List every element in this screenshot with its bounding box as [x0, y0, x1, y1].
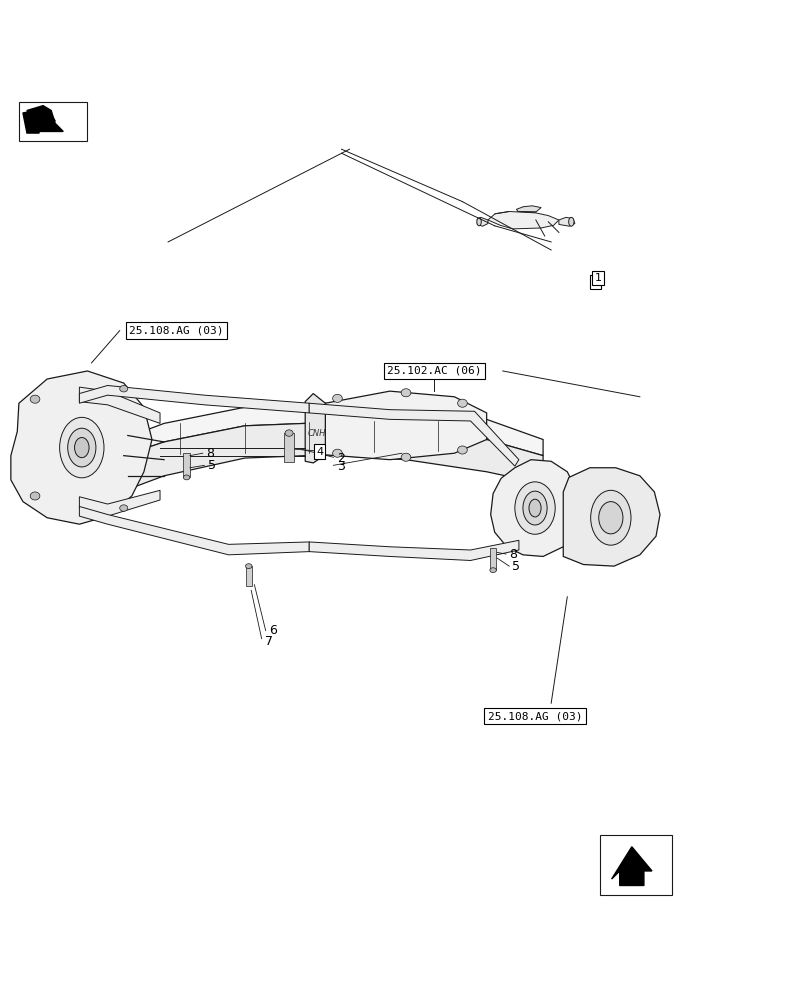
Polygon shape [100, 423, 543, 500]
Ellipse shape [119, 385, 127, 392]
Bar [245, 566, 251, 586]
Polygon shape [611, 847, 651, 885]
Ellipse shape [67, 428, 96, 467]
Text: 6: 6 [268, 624, 277, 637]
Ellipse shape [401, 453, 410, 461]
Polygon shape [490, 460, 579, 556]
Text: 2: 2 [337, 452, 345, 465]
Ellipse shape [568, 217, 573, 226]
Ellipse shape [401, 389, 410, 397]
Bar [599, 835, 672, 895]
Polygon shape [305, 394, 325, 463]
Text: CNH: CNH [307, 429, 326, 438]
Bar [489, 548, 496, 570]
Polygon shape [79, 506, 309, 555]
Text: 25.108.AG (03): 25.108.AG (03) [487, 711, 581, 721]
Polygon shape [79, 387, 160, 423]
Ellipse shape [514, 482, 555, 534]
Polygon shape [325, 391, 486, 460]
Bar [183, 453, 190, 477]
Text: 8: 8 [206, 447, 214, 460]
Polygon shape [309, 403, 518, 466]
Ellipse shape [30, 395, 40, 403]
Ellipse shape [598, 502, 622, 534]
Polygon shape [23, 109, 55, 133]
Polygon shape [563, 468, 659, 566]
Polygon shape [11, 371, 152, 524]
Polygon shape [558, 217, 574, 226]
Ellipse shape [119, 505, 127, 511]
Text: 25.102.AC (06): 25.102.AC (06) [387, 366, 481, 376]
Text: 4: 4 [315, 447, 323, 457]
Ellipse shape [75, 438, 89, 458]
Polygon shape [79, 385, 309, 413]
Ellipse shape [590, 490, 630, 545]
Polygon shape [309, 540, 518, 560]
Text: 8: 8 [508, 548, 517, 561]
Ellipse shape [522, 491, 547, 525]
Text: 3: 3 [337, 460, 345, 473]
Ellipse shape [245, 564, 251, 569]
Text: 5: 5 [512, 560, 520, 573]
Polygon shape [487, 211, 558, 229]
Bar [284, 433, 294, 462]
Polygon shape [79, 490, 160, 516]
Text: 1: 1 [591, 277, 599, 287]
Polygon shape [477, 217, 487, 226]
Ellipse shape [30, 492, 40, 500]
Polygon shape [82, 440, 100, 508]
Ellipse shape [333, 449, 342, 457]
Polygon shape [100, 403, 543, 464]
Ellipse shape [489, 568, 496, 573]
Ellipse shape [59, 417, 104, 478]
Ellipse shape [457, 399, 466, 407]
Ellipse shape [457, 446, 466, 454]
Ellipse shape [183, 475, 190, 480]
Ellipse shape [528, 499, 540, 517]
Text: 5: 5 [208, 459, 217, 472]
Polygon shape [27, 106, 63, 131]
Ellipse shape [476, 218, 481, 226]
Ellipse shape [333, 394, 342, 402]
Text: 25.108.AG (03): 25.108.AG (03) [129, 326, 223, 336]
Text: 7: 7 [264, 635, 272, 648]
Polygon shape [516, 206, 540, 212]
Ellipse shape [285, 430, 293, 436]
Bar [19, 102, 88, 141]
Text: 1: 1 [594, 273, 601, 283]
